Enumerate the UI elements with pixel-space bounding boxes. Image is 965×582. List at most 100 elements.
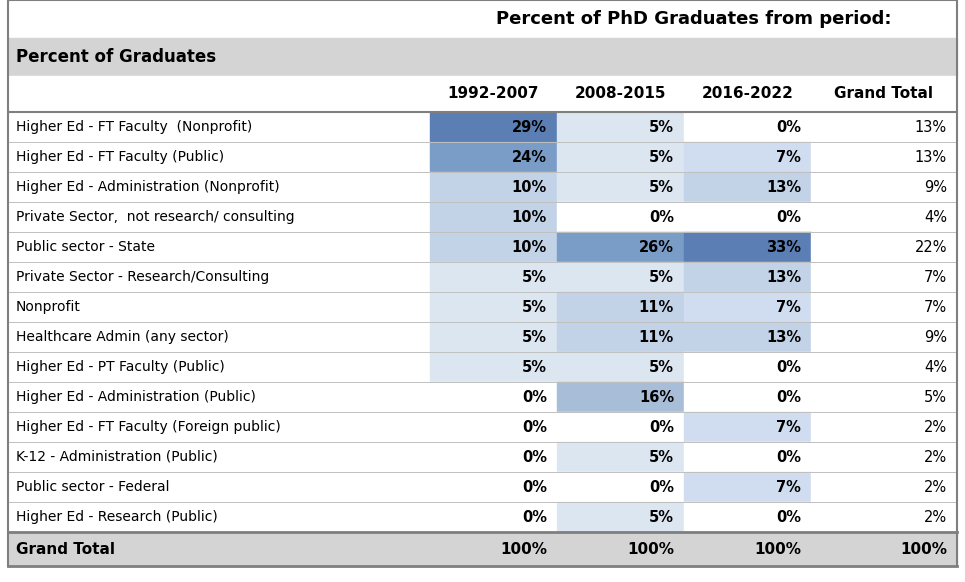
Text: 13%: 13% [766, 179, 801, 194]
Text: 5%: 5% [649, 179, 674, 194]
Text: 0%: 0% [776, 449, 801, 464]
Text: 33%: 33% [766, 240, 801, 254]
Text: 13%: 13% [766, 329, 801, 345]
Bar [811, 412, 957, 442]
Text: Healthcare Admin (any sector): Healthcare Admin (any sector) [16, 330, 229, 344]
Bar [684, 412, 811, 442]
Text: 26%: 26% [639, 240, 674, 254]
Text: 5%: 5% [649, 509, 674, 524]
Text: 0%: 0% [776, 210, 801, 225]
Text: 10%: 10% [511, 179, 547, 194]
Text: 11%: 11% [639, 329, 674, 345]
Text: 13%: 13% [766, 269, 801, 285]
Text: 4%: 4% [924, 210, 947, 225]
Bar [8, 202, 430, 232]
Text: 0%: 0% [522, 509, 547, 524]
Text: 5%: 5% [522, 269, 547, 285]
Text: 2%: 2% [924, 480, 947, 495]
Bar [557, 442, 684, 472]
Bar [430, 232, 557, 262]
Text: 0%: 0% [776, 119, 801, 134]
Bar [811, 262, 957, 292]
Text: 5%: 5% [649, 269, 674, 285]
Bar [811, 352, 957, 382]
Bar [684, 232, 811, 262]
Text: K-12 - Administration (Public): K-12 - Administration (Public) [16, 450, 218, 464]
Text: 0%: 0% [776, 360, 801, 374]
Bar [557, 202, 684, 232]
Text: Higher Ed - Administration (Nonprofit): Higher Ed - Administration (Nonprofit) [16, 180, 280, 194]
Text: 13%: 13% [915, 119, 947, 134]
Bar [8, 142, 430, 172]
Text: 5%: 5% [522, 300, 547, 314]
Text: 24%: 24% [512, 150, 547, 165]
Bar [557, 262, 684, 292]
Bar [8, 262, 430, 292]
Text: 7%: 7% [924, 269, 947, 285]
Bar [557, 412, 684, 442]
Text: 7%: 7% [924, 300, 947, 314]
Bar [0, 566, 965, 582]
Text: 0%: 0% [776, 389, 801, 404]
Bar [811, 142, 957, 172]
Bar [430, 472, 557, 502]
Text: Public sector - State: Public sector - State [16, 240, 155, 254]
Bar [684, 352, 811, 382]
Text: 9%: 9% [924, 329, 947, 345]
Bar [684, 382, 811, 412]
Text: 10%: 10% [511, 240, 547, 254]
Text: 5%: 5% [924, 389, 947, 404]
Bar [8, 352, 430, 382]
Bar [684, 202, 811, 232]
Text: 100%: 100% [754, 541, 801, 556]
Text: 0%: 0% [522, 480, 547, 495]
Bar [557, 502, 684, 532]
Text: 10%: 10% [511, 210, 547, 225]
Text: 7%: 7% [776, 150, 801, 165]
Text: Private Sector - Research/Consulting: Private Sector - Research/Consulting [16, 270, 269, 284]
Bar [557, 292, 684, 322]
Text: Higher Ed - PT Faculty (Public): Higher Ed - PT Faculty (Public) [16, 360, 225, 374]
Bar [684, 262, 811, 292]
Bar [430, 142, 557, 172]
Bar [684, 112, 811, 142]
Bar [557, 172, 684, 202]
Text: 5%: 5% [649, 360, 674, 374]
Text: 5%: 5% [649, 449, 674, 464]
Text: 100%: 100% [900, 541, 947, 556]
Text: 0%: 0% [776, 509, 801, 524]
Text: 5%: 5% [522, 329, 547, 345]
Bar [684, 502, 811, 532]
Text: 4%: 4% [924, 360, 947, 374]
Bar [8, 322, 430, 352]
Text: Higher Ed - FT Faculty (Foreign public): Higher Ed - FT Faculty (Foreign public) [16, 420, 281, 434]
Bar [8, 532, 957, 566]
Text: Higher Ed - FT Faculty  (Nonprofit): Higher Ed - FT Faculty (Nonprofit) [16, 120, 252, 134]
Bar [557, 112, 684, 142]
Bar [8, 502, 430, 532]
Bar [557, 142, 684, 172]
Bar [811, 202, 957, 232]
Bar [811, 322, 957, 352]
Bar [684, 292, 811, 322]
Bar [684, 442, 811, 472]
Bar [8, 76, 957, 112]
Text: Higher Ed - Administration (Public): Higher Ed - Administration (Public) [16, 390, 256, 404]
Bar [8, 232, 430, 262]
Bar [557, 352, 684, 382]
Bar [8, 442, 430, 472]
Bar [557, 322, 684, 352]
Bar [811, 502, 957, 532]
Text: 7%: 7% [776, 300, 801, 314]
Bar [684, 322, 811, 352]
Bar [430, 442, 557, 472]
Text: 5%: 5% [649, 119, 674, 134]
Text: 29%: 29% [512, 119, 547, 134]
Bar [8, 472, 430, 502]
Bar [8, 0, 957, 38]
Text: 0%: 0% [649, 420, 674, 435]
Bar [430, 322, 557, 352]
Bar [8, 112, 430, 142]
Text: 9%: 9% [924, 179, 947, 194]
Text: 1992-2007: 1992-2007 [448, 87, 539, 101]
